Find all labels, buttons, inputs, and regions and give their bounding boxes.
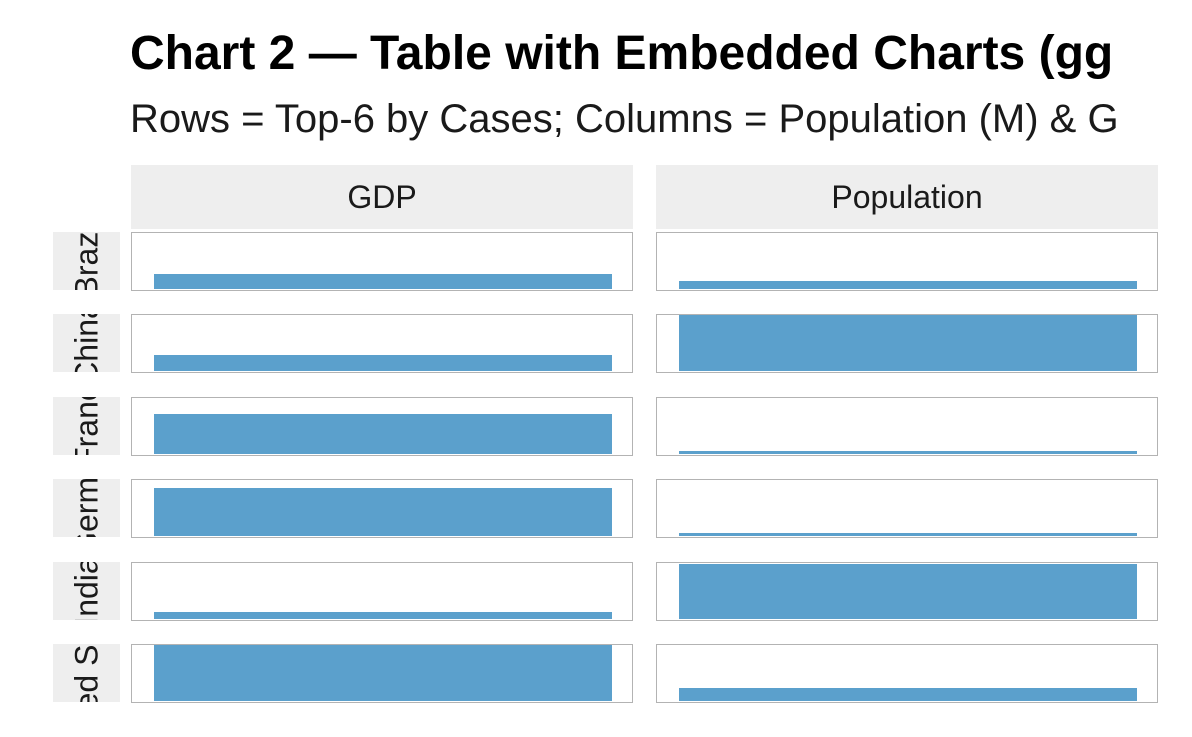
panel-population-3 (656, 479, 1158, 539)
row-strip-label: India (68, 561, 104, 620)
bar-gdp-3 (154, 488, 612, 537)
chart-subtitle: Rows = Top-6 by Cases; Columns = Populat… (130, 97, 1119, 141)
bar-population-5 (679, 688, 1137, 701)
panel-gdp-5 (131, 644, 633, 703)
row-strip-1: China (53, 314, 120, 373)
panel-population-4 (656, 561, 1158, 621)
column-strip-gdp: GDP (131, 165, 633, 229)
row-strip-label: ed St (68, 644, 104, 702)
bar-gdp-1 (154, 355, 612, 372)
bar-gdp-4 (154, 611, 612, 619)
row-strip-label: Germa (68, 479, 104, 538)
panel-population-5 (656, 644, 1158, 703)
row-strip-0: Brazi (53, 232, 120, 290)
row-strip-label: China (68, 314, 104, 373)
row-strip-label: Franc (68, 396, 104, 455)
chart-title: Chart 2 — Table with Embedded Charts (gg (130, 27, 1114, 80)
panel-population-1 (656, 314, 1158, 374)
bar-gdp-5 (154, 645, 612, 701)
row-strip-label: Brazi (68, 232, 104, 290)
panel-gdp-0 (131, 232, 633, 291)
bar-population-3 (679, 533, 1137, 537)
bar-population-1 (679, 315, 1137, 372)
panel-population-2 (656, 396, 1158, 456)
bar-gdp-0 (154, 274, 612, 289)
bar-population-4 (679, 563, 1137, 619)
panel-gdp-4 (131, 561, 633, 621)
row-strip-2: Franc (53, 396, 120, 455)
panel-gdp-3 (131, 479, 633, 539)
panel-gdp-1 (131, 314, 633, 374)
row-strip-3: Germa (53, 479, 120, 538)
bar-population-2 (679, 450, 1137, 454)
row-strip-5: ed St (53, 644, 120, 702)
panel-gdp-2 (131, 396, 633, 456)
bar-population-0 (679, 281, 1137, 289)
bar-gdp-2 (154, 413, 612, 454)
panel-population-0 (656, 232, 1158, 291)
row-strip-4: India (53, 561, 120, 620)
column-strip-population: Population (656, 165, 1158, 229)
